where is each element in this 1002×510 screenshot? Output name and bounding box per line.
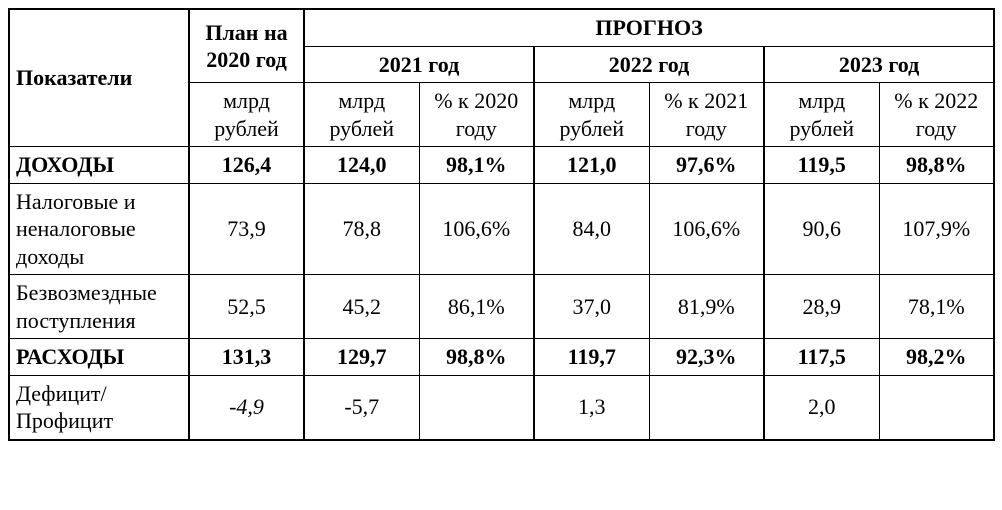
header-plan-2020: План на 2020 год: [189, 9, 304, 83]
header-2023-pct: % к 2022 году: [879, 83, 994, 147]
cell-2023-val: 119,5: [764, 147, 879, 184]
cell-plan: 52,5: [189, 275, 304, 339]
cell-2023-val: 28,9: [764, 275, 879, 339]
header-2021-pct: % к 2020 году: [419, 83, 534, 147]
table-row: РАСХОДЫ131,3129,798,8%119,792,3%117,598,…: [9, 339, 994, 376]
cell-plan: 73,9: [189, 183, 304, 275]
row-label: Налоговые и неналоговые доходы: [9, 183, 189, 275]
cell-plan: 126,4: [189, 147, 304, 184]
cell-2021-val: 124,0: [304, 147, 419, 184]
cell-2021-pct: [419, 375, 534, 440]
table-row: Дефицит/ Профицит-4,9-5,7 1,3 2,0: [9, 375, 994, 440]
cell-2021-val: 45,2: [304, 275, 419, 339]
cell-2022-val: 84,0: [534, 183, 649, 275]
table-row: Налоговые и неналоговые доходы73,978,810…: [9, 183, 994, 275]
table-body: ДОХОДЫ126,4124,098,1%121,097,6%119,598,8…: [9, 147, 994, 440]
cell-2023-pct: 78,1%: [879, 275, 994, 339]
cell-2023-pct: [879, 375, 994, 440]
table-row: ДОХОДЫ126,4124,098,1%121,097,6%119,598,8…: [9, 147, 994, 184]
cell-2022-val: 121,0: [534, 147, 649, 184]
row-label: РАСХОДЫ: [9, 339, 189, 376]
cell-2023-val: 2,0: [764, 375, 879, 440]
cell-2022-pct: [649, 375, 764, 440]
header-2021-val: млрд рублей: [304, 83, 419, 147]
header-2022-pct: % к 2021 году: [649, 83, 764, 147]
cell-2021-pct: 98,1%: [419, 147, 534, 184]
cell-2022-val: 119,7: [534, 339, 649, 376]
cell-2021-val: 129,7: [304, 339, 419, 376]
budget-forecast-table: Показатели План на 2020 год ПРОГНОЗ 2021…: [8, 8, 995, 441]
cell-2022-pct: 97,6%: [649, 147, 764, 184]
header-2022-val: млрд рублей: [534, 83, 649, 147]
cell-2023-pct: 98,2%: [879, 339, 994, 376]
row-label: Безвозмездные поступления: [9, 275, 189, 339]
cell-2023-pct: 107,9%: [879, 183, 994, 275]
header-year-2021: 2021 год: [304, 46, 534, 83]
table-row: Безвозмездные поступления52,545,286,1%37…: [9, 275, 994, 339]
cell-2021-val: 78,8: [304, 183, 419, 275]
header-year-2022: 2022 год: [534, 46, 764, 83]
cell-2023-val: 90,6: [764, 183, 879, 275]
cell-2022-pct: 81,9%: [649, 275, 764, 339]
header-year-2023: 2023 год: [764, 46, 994, 83]
cell-2021-pct: 86,1%: [419, 275, 534, 339]
cell-2021-pct: 106,6%: [419, 183, 534, 275]
cell-2021-pct: 98,8%: [419, 339, 534, 376]
row-label: Дефицит/ Профицит: [9, 375, 189, 440]
cell-2021-val: -5,7: [304, 375, 419, 440]
cell-2022-pct: 106,6%: [649, 183, 764, 275]
header-forecast: ПРОГНОЗ: [304, 9, 994, 46]
header-indicators: Показатели: [9, 9, 189, 147]
cell-2022-pct: 92,3%: [649, 339, 764, 376]
header-plan-unit: млрд рублей: [189, 83, 304, 147]
cell-plan: -4,9: [189, 375, 304, 440]
header-2023-val: млрд рублей: [764, 83, 879, 147]
cell-2023-val: 117,5: [764, 339, 879, 376]
cell-plan: 131,3: [189, 339, 304, 376]
cell-2022-val: 1,3: [534, 375, 649, 440]
cell-2022-val: 37,0: [534, 275, 649, 339]
row-label: ДОХОДЫ: [9, 147, 189, 184]
cell-2023-pct: 98,8%: [879, 147, 994, 184]
